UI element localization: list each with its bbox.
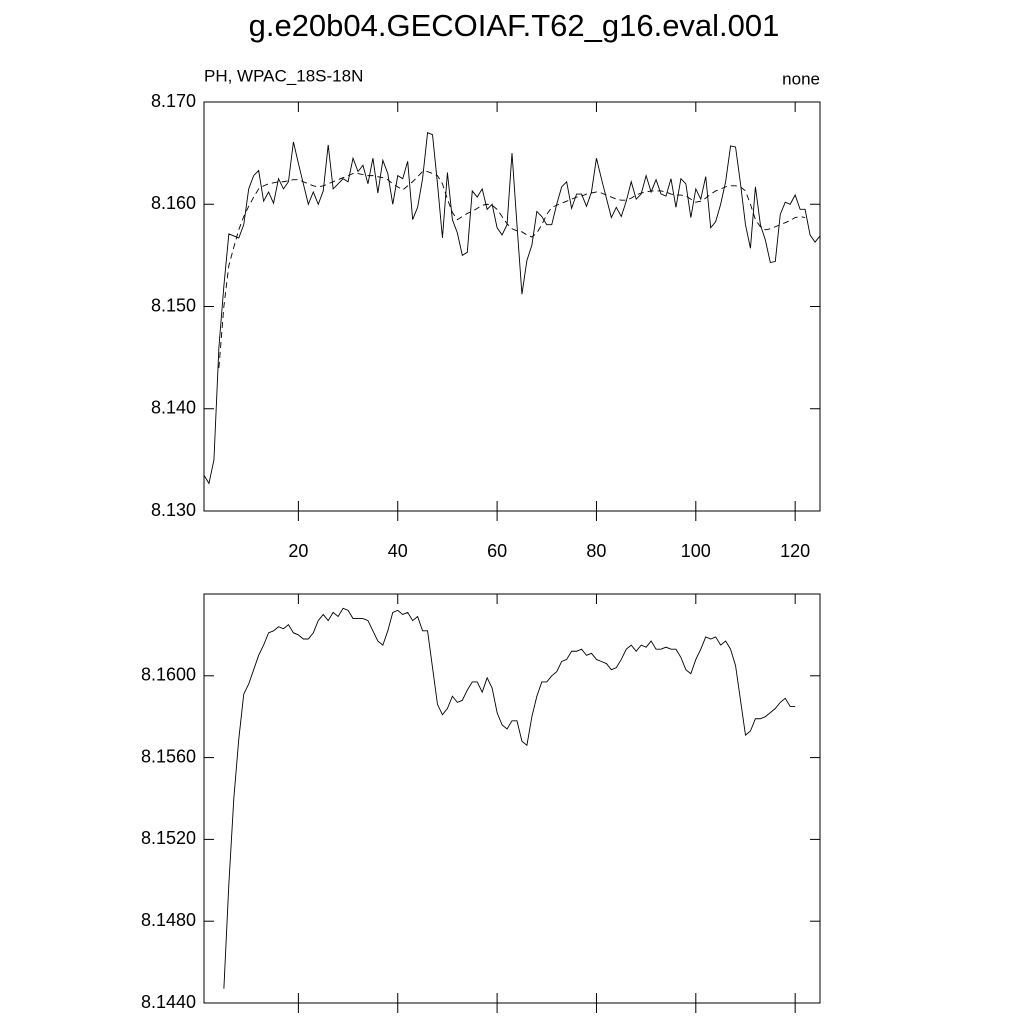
x-tick-label: 60	[487, 541, 507, 561]
y-tick-label: 8.1480	[141, 910, 196, 930]
y-tick-label: 8.160	[151, 193, 196, 213]
y-tick-label: 8.170	[151, 91, 196, 111]
data-line	[218, 171, 806, 368]
data-line	[203, 132, 821, 485]
data-line	[223, 607, 796, 989]
right-string: none	[782, 69, 820, 88]
y-tick-label: 8.1440	[141, 992, 196, 1012]
y-tick-label: 8.140	[151, 398, 196, 418]
y-tick-label: 8.1600	[141, 665, 196, 685]
x-tick-label: 20	[288, 541, 308, 561]
plot-frame	[203, 593, 821, 1004]
y-tick-label: 8.130	[151, 500, 196, 520]
chart-title: g.e20b04.GECOIAF.T62_g16.eval.001	[249, 8, 780, 43]
y-tick-label: 8.1560	[141, 746, 196, 766]
x-tick-label: 80	[586, 541, 606, 561]
x-tick-label: 120	[780, 541, 810, 561]
x-tick-label: 40	[388, 541, 408, 561]
y-tick-label: 8.1520	[141, 828, 196, 848]
left-string: PH, WPAC_18S-18N	[204, 66, 363, 85]
x-tick-label: 100	[681, 541, 711, 561]
y-tick-label: 8.150	[151, 295, 196, 315]
plot-frame	[203, 101, 821, 512]
